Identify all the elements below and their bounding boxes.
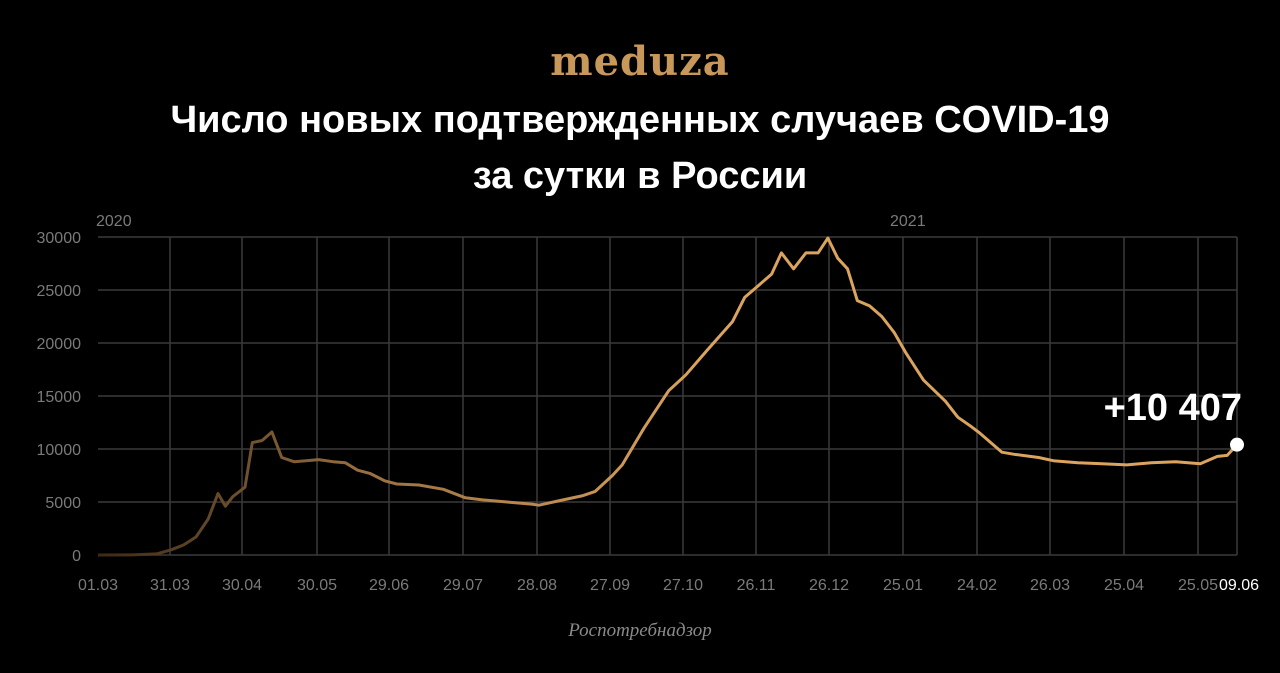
x-tick-label: 01.03	[78, 577, 118, 594]
meduza-logo: meduza	[550, 38, 730, 85]
y-tick-label: 25000	[37, 283, 82, 300]
x-tick-label: 30.05	[297, 577, 337, 594]
x-tick-label: 31.03	[150, 577, 190, 594]
y-tick-label: 10000	[37, 442, 82, 459]
x-tick-label: 26.11	[737, 577, 776, 594]
year-label: 2020	[96, 213, 132, 230]
y-tick-label: 20000	[37, 336, 82, 353]
x-tick-label: 25.01	[883, 577, 923, 594]
x-tick-label: 26.12	[809, 577, 849, 594]
title-line-2: за сутки в России	[472, 155, 808, 197]
year-label: 2021	[890, 213, 926, 230]
series-line	[97, 236, 1239, 557]
chart-title: Число новых подтвержденных случаев COVID…	[0, 92, 1280, 204]
x-tick-label: 26.03	[1030, 577, 1070, 594]
x-tick-label: 30.04	[222, 577, 262, 594]
x-tick-label: 27.10	[663, 577, 703, 594]
y-tick-label: 30000	[37, 230, 82, 247]
last-value-label: +10 407	[1104, 387, 1242, 429]
x-tick-label: 29.07	[443, 577, 483, 594]
x-tick-label: 25.04	[1104, 577, 1144, 594]
y-tick-label: 15000	[37, 389, 82, 406]
title-line-1: Число новых подтвержденных случаев COVID…	[170, 99, 1110, 141]
y-tick-label: 5000	[45, 495, 81, 512]
source-label: Роспотребнадзор	[568, 620, 712, 641]
x-tick-label: 09.06	[1219, 577, 1259, 594]
x-tick-label: 28.08	[517, 577, 557, 594]
x-tick-label: 27.09	[590, 577, 630, 594]
x-tick-label: 29.06	[369, 577, 409, 594]
y-tick-label: 0	[72, 548, 81, 565]
x-tick-label: 24.02	[957, 577, 997, 594]
last-point-marker	[1230, 437, 1244, 452]
x-tick-label: 25.05	[1178, 577, 1218, 594]
